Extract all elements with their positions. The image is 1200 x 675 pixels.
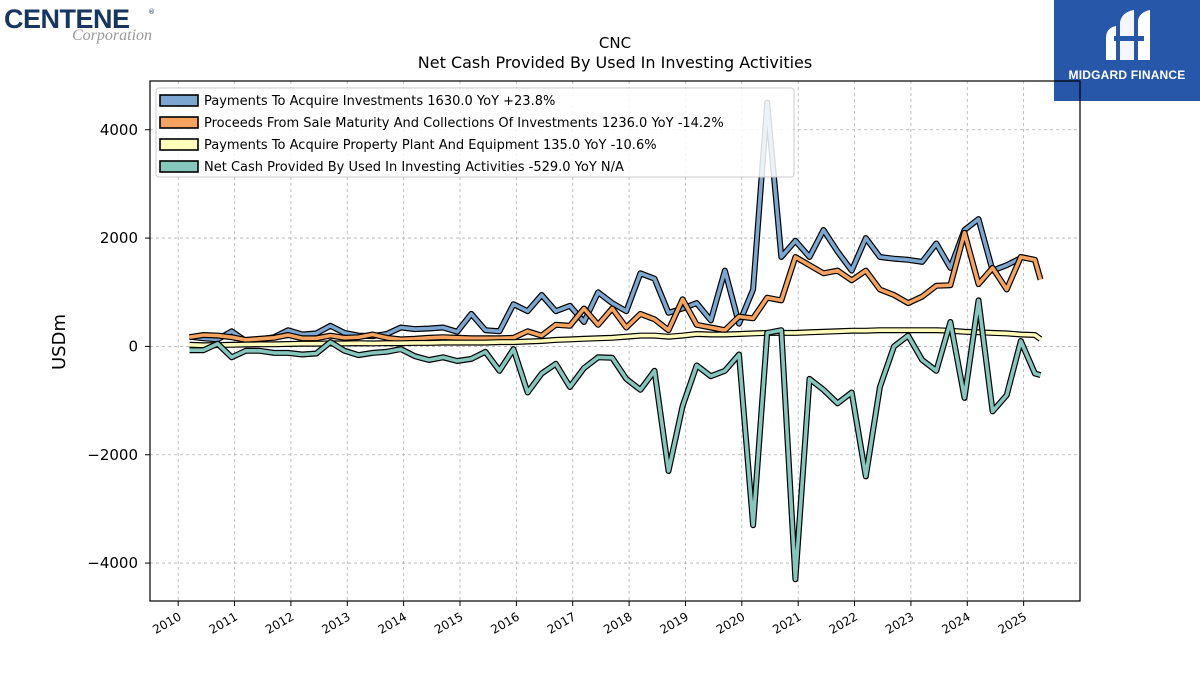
legend-label: Net Cash Provided By Used In Investing A…: [204, 160, 624, 175]
company-subtitle: Corporation: [72, 27, 153, 44]
legend-swatch: [159, 138, 199, 151]
axis-ticks: 2010 2011 2012 2013 2014 2015 2016 2017 2018 2019…: [87, 121, 1029, 637]
x-tick-label: 2025: [996, 609, 1029, 636]
x-tick-label: 2018: [601, 609, 634, 636]
y-tick-label: 0: [128, 337, 138, 355]
y-axis-label: USDm: [49, 314, 70, 370]
legend-swatch: [159, 94, 199, 107]
series-line-net-cash-provided-by-used-in-investing-activities: [189, 298, 1041, 582]
y-tick-label: 4000: [100, 121, 138, 139]
x-tick-label: 2017: [545, 609, 578, 636]
x-tick-label: 2011: [207, 609, 240, 636]
chart-subtitle: Net Cash Provided By Used In Investing A…: [418, 53, 812, 72]
y-tick-label: −2000: [87, 446, 138, 464]
legend-label: Payments To Acquire Property Plant And E…: [204, 138, 657, 153]
x-tick-label: 2014: [376, 609, 409, 636]
x-tick-label: 2012: [263, 609, 296, 636]
series-lines: [189, 99, 1044, 583]
x-tick-label: 2010: [150, 609, 183, 636]
legend-box: [155, 87, 795, 178]
x-tick-label: 2024: [939, 609, 972, 636]
x-tick-label: 2020: [714, 609, 747, 636]
x-tick-label: 2021: [770, 609, 803, 636]
chart-title: CNC: [599, 34, 631, 52]
legend-label: Payments To Acquire Investments 1630.0 Y…: [204, 94, 555, 109]
x-tick-label: 2015: [432, 609, 465, 636]
y-tick-label: −4000: [87, 554, 138, 572]
legend: Payments To Acquire Investments 1630.0 Y…: [155, 87, 795, 178]
centene-logo: CENTENE ® Corporation: [4, 4, 174, 44]
y-tick-label: 2000: [100, 229, 138, 247]
plot-frame: [149, 80, 1081, 602]
partner-brand: MIDGARD FINANCE: [1068, 68, 1186, 82]
company-reg-mark: ®: [148, 8, 155, 16]
series-line-payments-to-acquire-investments: [189, 100, 1022, 343]
midgard-emblem-icon: [1106, 10, 1150, 60]
x-tick-label: 2022: [827, 609, 860, 636]
x-tick-label: 2016: [488, 609, 521, 636]
legend-swatch: [159, 116, 199, 129]
legend-label: Proceeds From Sale Maturity And Collecti…: [204, 116, 724, 131]
x-tick-label: 2023: [883, 609, 916, 636]
legend-swatch: [159, 160, 199, 173]
company-brand: CENTENE: [4, 4, 130, 34]
x-tick-label: 2013: [319, 609, 352, 636]
series-line-proceeds-from-sale-maturity-and-collections-of-investments: [189, 230, 1043, 342]
x-tick-label: 2019: [658, 609, 691, 636]
midgard-finance-logo: MIDGARD FINANCE: [1054, 0, 1200, 101]
series-outline-proceeds-from-sale-maturity-and-collections-of-investments: [189, 229, 1044, 343]
